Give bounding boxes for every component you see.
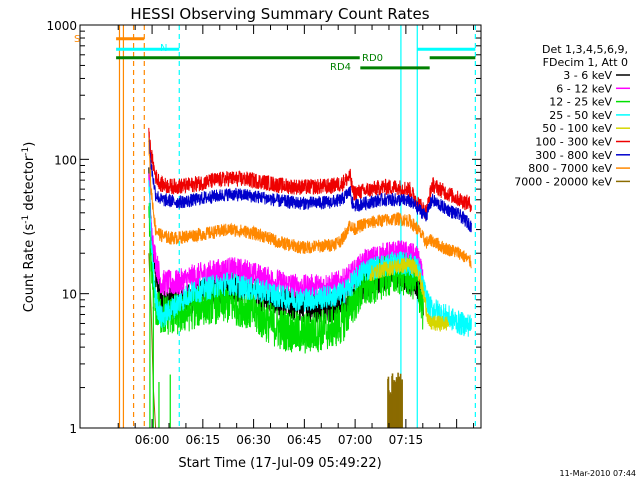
x-tick-label: 07:00 xyxy=(338,433,373,447)
legend-header-line-2: FDecim 1, Att 0 xyxy=(543,56,628,69)
legend-entry-label: 50 - 100 keV xyxy=(542,122,612,135)
plot-frame xyxy=(79,24,482,429)
flag-label-3: RD0 xyxy=(362,53,383,64)
legend-entry-label: 6 - 12 keV xyxy=(556,82,612,95)
x-axis-label: Start Time (17-Jul-09 05:49:22) xyxy=(178,456,381,471)
legend-entry-label: 3 - 6 keV xyxy=(563,69,612,82)
y-tick-label: 1000 xyxy=(46,19,77,33)
y-tick-label: 10 xyxy=(62,288,77,302)
y-axis-ticks: 1 10 100 1000 xyxy=(46,19,481,436)
x-tick-label: 06:15 xyxy=(186,433,221,447)
series-line-6 xyxy=(148,137,472,233)
series-line-3 xyxy=(148,180,472,337)
series-spikes-7000-20000-kev xyxy=(387,372,403,428)
chart-title: HESSI Observing Summary Count Rates xyxy=(130,5,429,23)
legend-entry-label: 300 - 800 keV xyxy=(535,149,612,162)
legend-entry-label: 12 - 25 keV xyxy=(549,96,612,109)
x-tick-label: 06:30 xyxy=(236,433,271,447)
x-axis-ticks: 06:00 06:15 06:30 06:45 07:00 07:15 xyxy=(117,25,475,447)
footer-timestamp: 11-Mar-2010 07:44 xyxy=(560,469,637,478)
legend-entry-label: 7000 - 20000 keV xyxy=(514,175,612,188)
legend-header-line-1: Det 1,3,4,5,6,9, xyxy=(542,43,628,56)
x-tick-label: 06:00 xyxy=(135,433,170,447)
series-line-1 xyxy=(148,173,424,301)
y-axis-label: Count Rate (s-1 detector-1) xyxy=(21,142,37,313)
x-tick-label: 06:45 xyxy=(287,433,322,447)
legend-entry-label: 100 - 300 keV xyxy=(535,136,612,149)
y-tick-label: 100 xyxy=(54,153,77,167)
plot-area xyxy=(116,25,476,428)
x-tick-label: 07:15 xyxy=(389,433,424,447)
legend: Det 1,3,4,5,6,9, FDecim 1, Att 0 3 - 6 k… xyxy=(514,43,630,188)
legend-entry-label: 800 - 7000 keV xyxy=(528,162,612,175)
flag-label-1: N xyxy=(160,43,167,54)
flag-label-0: S xyxy=(74,34,80,45)
series-line-7 xyxy=(148,137,472,269)
legend-entry-label: 25 - 50 keV xyxy=(549,109,612,122)
series-spikes-12-25-kev xyxy=(149,240,171,428)
series-line-4 xyxy=(369,257,450,332)
flag-label-5: RD4 xyxy=(330,62,351,73)
y-tick-label: 1 xyxy=(69,422,77,436)
